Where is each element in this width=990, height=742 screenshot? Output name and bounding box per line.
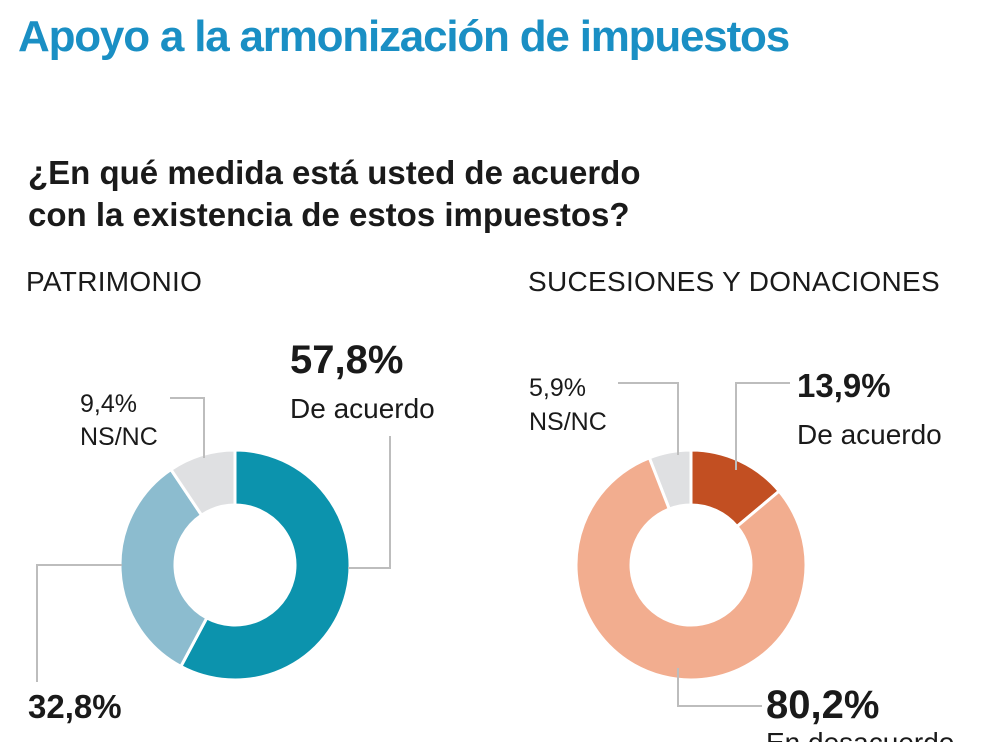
- leader-line: [348, 436, 391, 569]
- donut-slice: [574, 455, 808, 682]
- slice-category-label: NS/NC: [529, 408, 607, 436]
- leader-line: [677, 668, 762, 707]
- slice-value-label: 80,2%: [766, 683, 879, 727]
- slice-value-label: 5,9%: [529, 374, 586, 402]
- donut-slice: [118, 467, 209, 669]
- leader-line: [170, 397, 205, 458]
- leader-line: [735, 382, 790, 470]
- slice-value-label: 13,9%: [797, 367, 891, 404]
- survey-question: ¿En qué medida está usted de acuerdo con…: [28, 152, 640, 236]
- donut-sucesiones: [574, 448, 808, 682]
- leader-line: [36, 564, 122, 682]
- slice-category-label: De acuerdo: [290, 393, 435, 424]
- question-line-1: ¿En qué medida está usted de acuerdo: [28, 154, 641, 191]
- callouts-patrimonio: 57,8% De acuerdo 9,4% NS/NC 32,8%: [28, 338, 435, 725]
- donut-patrimonio: [118, 448, 352, 682]
- donut-slice: [168, 448, 237, 518]
- slice-category-label: En desacuerdo: [766, 727, 954, 742]
- question-line-2: con la existencia de estos impuestos?: [28, 196, 630, 233]
- page-title: Apoyo a la armonización de impuestos: [18, 12, 790, 61]
- slice-value-label: 9,4%: [80, 390, 137, 418]
- chart-title-sucesiones: SUCESIONES Y DONACIONES: [528, 266, 940, 297]
- slice-category-label: NS/NC: [80, 423, 158, 451]
- slice-category-label: De acuerdo: [797, 419, 942, 450]
- donut-slice: [178, 448, 352, 682]
- chart-title-patrimonio: PATRIMONIO: [26, 266, 203, 297]
- callouts-sucesiones: 13,9% De acuerdo 5,9% NS/NC 80,2% En des…: [529, 367, 954, 742]
- slice-value-label: 57,8%: [290, 338, 403, 382]
- leader-line: [618, 382, 679, 455]
- slice-value-label: 32,8%: [28, 688, 122, 725]
